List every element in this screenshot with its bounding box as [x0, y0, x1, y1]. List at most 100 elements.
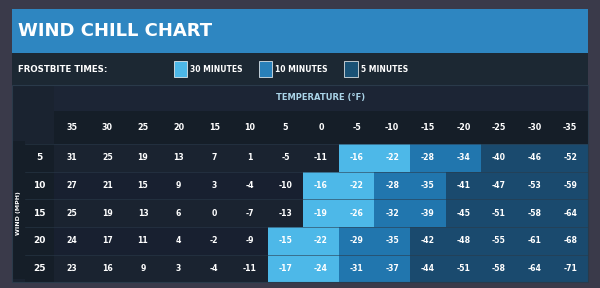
Text: 30 MINUTES: 30 MINUTES	[190, 65, 243, 74]
Text: -22: -22	[385, 154, 399, 162]
Text: -5: -5	[281, 154, 290, 162]
Text: -9: -9	[245, 236, 254, 245]
Text: 5: 5	[283, 123, 288, 132]
Text: -25: -25	[492, 123, 506, 132]
Text: 10: 10	[244, 123, 256, 132]
Text: 0: 0	[212, 209, 217, 218]
Text: -47: -47	[492, 181, 506, 190]
Text: -5: -5	[352, 123, 361, 132]
Text: -22: -22	[350, 181, 364, 190]
Text: -39: -39	[421, 209, 434, 218]
Text: 30: 30	[102, 123, 113, 132]
Text: 17: 17	[102, 236, 113, 245]
Text: -24: -24	[314, 264, 328, 273]
Text: -15: -15	[278, 236, 292, 245]
Text: -40: -40	[492, 154, 506, 162]
Text: -16: -16	[350, 154, 364, 162]
Text: -28: -28	[385, 181, 399, 190]
Text: -51: -51	[457, 264, 470, 273]
Text: -53: -53	[528, 181, 541, 190]
Text: 15: 15	[34, 209, 46, 218]
Text: -29: -29	[350, 236, 364, 245]
Text: 3: 3	[176, 264, 181, 273]
Text: FROSTBITE TIMES:: FROSTBITE TIMES:	[18, 65, 107, 74]
Text: -2: -2	[210, 236, 218, 245]
Text: -55: -55	[492, 236, 506, 245]
Text: 9: 9	[140, 264, 146, 273]
Text: 15: 15	[209, 123, 220, 132]
Text: 25: 25	[34, 264, 46, 273]
Text: -28: -28	[421, 154, 435, 162]
Text: 6: 6	[176, 209, 181, 218]
Text: -10: -10	[278, 181, 292, 190]
Text: 25: 25	[137, 123, 149, 132]
Text: -59: -59	[563, 181, 577, 190]
Text: -52: -52	[563, 154, 577, 162]
Text: 25: 25	[67, 209, 77, 218]
Text: -26: -26	[350, 209, 364, 218]
Text: -16: -16	[314, 181, 328, 190]
Text: 24: 24	[67, 236, 77, 245]
Text: 10: 10	[34, 181, 46, 190]
Text: -51: -51	[492, 209, 506, 218]
Text: -22: -22	[314, 236, 328, 245]
Text: -64: -64	[563, 209, 577, 218]
Text: 35: 35	[66, 123, 77, 132]
Text: 25: 25	[102, 154, 113, 162]
Text: -42: -42	[421, 236, 435, 245]
Text: -17: -17	[278, 264, 292, 273]
Text: -37: -37	[385, 264, 399, 273]
Text: WIND (MPH): WIND (MPH)	[16, 191, 21, 235]
Text: -44: -44	[421, 264, 435, 273]
Text: -41: -41	[457, 181, 470, 190]
Text: -11: -11	[314, 154, 328, 162]
Text: -4: -4	[210, 264, 218, 273]
Text: 4: 4	[176, 236, 181, 245]
Text: 19: 19	[102, 209, 113, 218]
Text: -58: -58	[492, 264, 506, 273]
Text: -71: -71	[563, 264, 577, 273]
Text: -64: -64	[527, 264, 542, 273]
Text: 5 MINUTES: 5 MINUTES	[361, 65, 408, 74]
Text: -35: -35	[385, 236, 399, 245]
Text: -35: -35	[421, 181, 434, 190]
Text: -15: -15	[421, 123, 435, 132]
Text: 5: 5	[37, 154, 43, 162]
Text: -13: -13	[278, 209, 292, 218]
Text: TEMPERATURE (°F): TEMPERATURE (°F)	[277, 93, 365, 102]
Text: 11: 11	[137, 236, 148, 245]
Text: 13: 13	[137, 209, 148, 218]
Text: 0: 0	[318, 123, 324, 132]
Text: 9: 9	[176, 181, 181, 190]
Text: -11: -11	[243, 264, 257, 273]
Text: -61: -61	[527, 236, 542, 245]
Text: WIND CHILL CHART: WIND CHILL CHART	[18, 22, 212, 40]
Text: 3: 3	[212, 181, 217, 190]
Text: -32: -32	[385, 209, 399, 218]
Text: 20: 20	[173, 123, 184, 132]
Text: -46: -46	[527, 154, 542, 162]
Text: -45: -45	[457, 209, 470, 218]
Text: 16: 16	[102, 264, 113, 273]
Text: 23: 23	[67, 264, 77, 273]
Text: 15: 15	[137, 181, 148, 190]
Text: -35: -35	[563, 123, 577, 132]
Text: 13: 13	[173, 154, 184, 162]
Text: 27: 27	[67, 181, 77, 190]
Text: 1: 1	[247, 154, 253, 162]
Text: -31: -31	[350, 264, 364, 273]
Text: 7: 7	[212, 154, 217, 162]
Text: -34: -34	[457, 154, 470, 162]
Text: 19: 19	[137, 154, 148, 162]
Text: 31: 31	[67, 154, 77, 162]
Text: -30: -30	[527, 123, 542, 132]
Text: -48: -48	[457, 236, 470, 245]
Text: -10: -10	[385, 123, 400, 132]
Text: 21: 21	[102, 181, 113, 190]
Text: 20: 20	[34, 236, 46, 245]
Text: -19: -19	[314, 209, 328, 218]
Text: -20: -20	[456, 123, 470, 132]
Text: -58: -58	[527, 209, 542, 218]
Text: -7: -7	[245, 209, 254, 218]
Text: 10 MINUTES: 10 MINUTES	[275, 65, 328, 74]
